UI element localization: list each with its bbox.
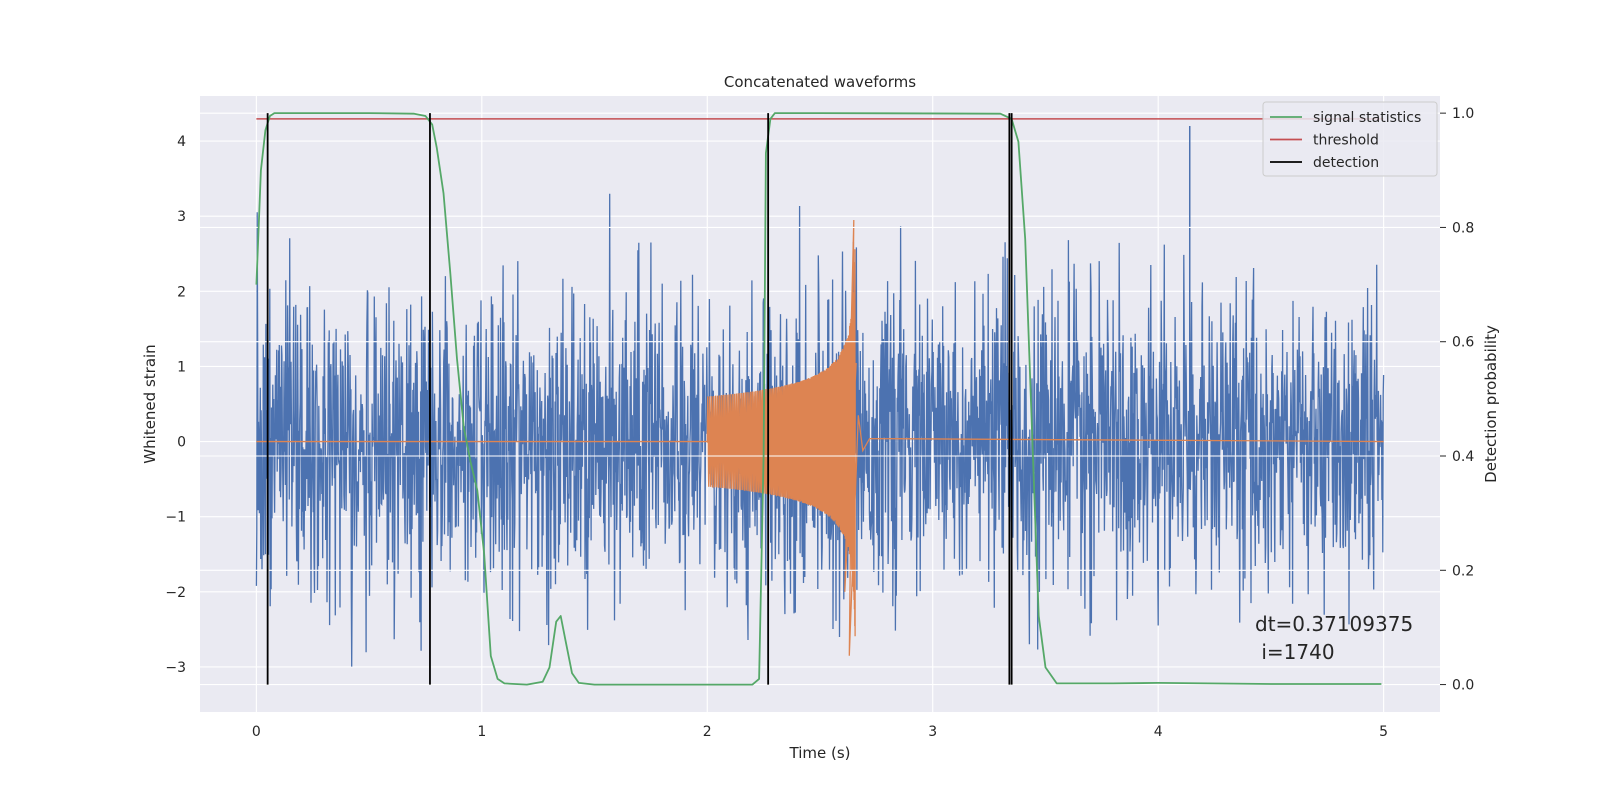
x-tick-label: 5	[1379, 724, 1388, 740]
y-tick-label: 3	[177, 209, 186, 225]
legend-label: detection	[1313, 155, 1379, 171]
legend-box	[1262, 101, 1438, 177]
y2-tick-label: 1.0	[1452, 106, 1474, 122]
x-tick-label: 1	[477, 724, 486, 740]
waveform-series	[256, 219, 1384, 656]
y2-tick-label: 0.4	[1452, 449, 1474, 465]
y-tick-label: 1	[177, 359, 186, 375]
y-tick-label: 0	[177, 435, 186, 451]
y2-tick-label: 0.8	[1452, 220, 1474, 236]
y-tick-label: −1	[165, 510, 186, 526]
y2-tick-label: 0.6	[1452, 335, 1474, 351]
annotation-line: i=1740	[1255, 640, 1335, 664]
y-axis-label: Whitened strain	[141, 344, 159, 463]
y2-tick-label: 0.2	[1452, 563, 1474, 579]
annotation-line: dt=0.37109375	[1255, 612, 1413, 636]
axes: 0 1 2 3 4 5 −3 −2 −1 0 1 2 3 4 0.0 0.2 0.4 0.6 0.8 1.0	[165, 106, 1474, 740]
signal-statistics-line	[255, 112, 1382, 686]
y2-axis-label: Detection probability	[1482, 325, 1500, 483]
x-tick-label: 4	[1154, 724, 1163, 740]
y-tick-label: 2	[177, 284, 186, 300]
x-axis-label: Time (s)	[789, 744, 851, 762]
chart-title: Concatenated waveforms	[724, 73, 916, 91]
legend-label: threshold	[1313, 133, 1379, 149]
x-tick-label: 0	[252, 724, 261, 740]
x-tick-label: 3	[928, 724, 937, 740]
y-tick-label: 4	[177, 134, 186, 150]
legend: signal statistics threshold detection	[1262, 101, 1438, 177]
legend-label: signal statistics	[1313, 110, 1421, 126]
y-tick-label: −3	[165, 660, 186, 676]
annotation-text: dt=0.37109375 i=1740	[1255, 612, 1413, 664]
x-tick-label: 2	[703, 724, 712, 740]
plot-area	[200, 112, 1440, 686]
y-tick-label: −2	[165, 585, 186, 601]
y2-tick-label: 0.0	[1452, 678, 1474, 694]
strain-series	[255, 193, 1385, 667]
